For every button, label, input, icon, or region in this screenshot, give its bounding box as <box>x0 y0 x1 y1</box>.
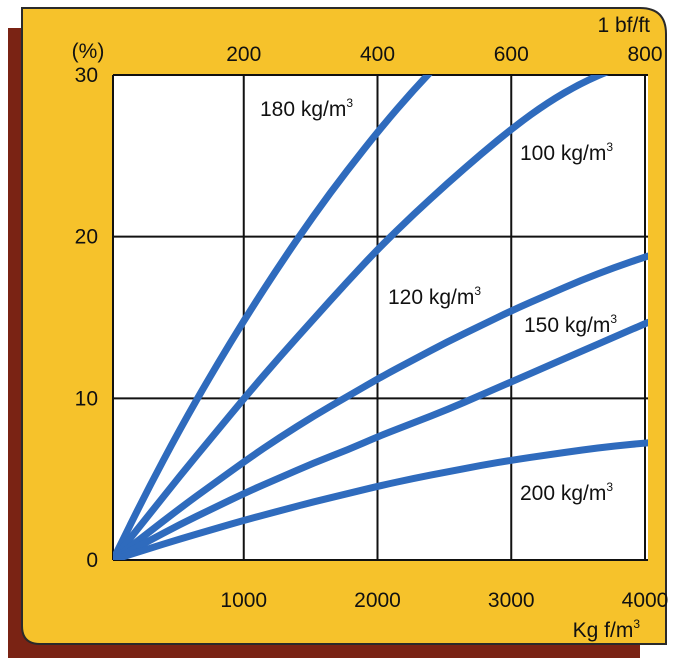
y-unit-label: (%) <box>72 40 105 63</box>
series-label-3: 120 kg/m3 <box>388 284 481 309</box>
series-label-text: 100 kg/m <box>520 142 606 165</box>
series-label-text: 200 kg/m <box>520 482 606 505</box>
top-tick-label: 400 <box>360 43 395 66</box>
top-axis-unit: 1 bf/ft <box>597 14 650 37</box>
tick-labels: 1000 2000 3000 4000 200 400 600 800 0 10 20 30 <box>75 43 669 612</box>
series-label-4: 150 kg/m3 <box>524 312 617 337</box>
plot-area <box>113 75 648 560</box>
y-tick-label: 20 <box>75 226 98 249</box>
series-label-sup: 3 <box>606 480 613 494</box>
bottom-axis-unit-text: Kg f/m <box>573 619 634 642</box>
bottom-axis-unit-sup: 3 <box>633 617 640 631</box>
axis-labels: (%) 1 bf/ft Kg f/m3 <box>72 14 651 642</box>
series-label-5: 200 kg/m3 <box>520 480 613 505</box>
series-line-2 <box>113 75 609 560</box>
series-label-text: 150 kg/m <box>524 314 610 337</box>
top-tick-label: 200 <box>226 43 261 66</box>
top-tick-label: 800 <box>627 43 662 66</box>
series-label-text: 180 kg/m <box>260 98 346 121</box>
series-label-sup: 3 <box>610 312 617 326</box>
series-label-sup: 3 <box>474 284 481 298</box>
chart-frame <box>8 7 667 658</box>
y-tick-label: 0 <box>86 549 98 572</box>
y-tick-label: 30 <box>75 64 98 87</box>
series-label-sup: 3 <box>346 96 353 110</box>
series-line-3 <box>113 252 648 560</box>
x-tick-label: 3000 <box>488 589 535 612</box>
series-line-4 <box>113 318 648 560</box>
bottom-axis-unit: Kg f/m3 <box>573 617 641 642</box>
series-label-sup: 3 <box>606 140 613 154</box>
series-line-1 <box>113 75 433 560</box>
grid-lines <box>112 74 648 561</box>
top-tick-label: 600 <box>494 43 529 66</box>
x-tick-label: 4000 <box>622 589 669 612</box>
series-label-1: 180 kg/m3 <box>260 96 353 121</box>
series-lines <box>113 75 648 560</box>
x-tick-label: 2000 <box>354 589 401 612</box>
series-label-text: 120 kg/m <box>388 286 474 309</box>
y-tick-label: 10 <box>75 387 98 410</box>
series-line-5 <box>113 439 648 560</box>
x-tick-label: 1000 <box>220 589 267 612</box>
series-label-2: 100 kg/m3 <box>520 140 613 165</box>
